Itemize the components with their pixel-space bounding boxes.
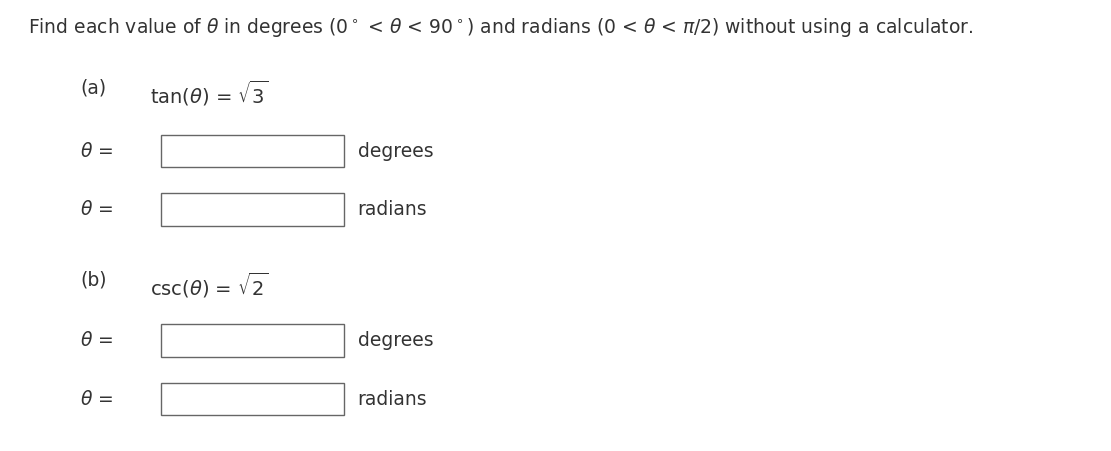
Text: Find each value of $\theta$ in degrees (0$^\circ$ < $\theta$ < 90$^\circ$) and r: Find each value of $\theta$ in degrees (… bbox=[28, 16, 973, 39]
FancyBboxPatch shape bbox=[161, 193, 344, 226]
Text: radians: radians bbox=[358, 390, 428, 409]
Text: $\theta$ =: $\theta$ = bbox=[80, 142, 113, 161]
Text: $\theta$ =: $\theta$ = bbox=[80, 390, 113, 409]
FancyBboxPatch shape bbox=[161, 324, 344, 357]
Text: (b): (b) bbox=[80, 271, 107, 290]
FancyBboxPatch shape bbox=[161, 383, 344, 415]
Text: tan($\theta$) = $\sqrt{3}$: tan($\theta$) = $\sqrt{3}$ bbox=[150, 79, 269, 108]
Text: csc($\theta$) = $\sqrt{2}$: csc($\theta$) = $\sqrt{2}$ bbox=[150, 271, 268, 300]
Text: (a): (a) bbox=[80, 79, 107, 98]
Text: radians: radians bbox=[358, 200, 428, 219]
Text: degrees: degrees bbox=[358, 331, 433, 350]
FancyBboxPatch shape bbox=[161, 135, 344, 167]
Text: $\theta$ =: $\theta$ = bbox=[80, 200, 113, 219]
Text: $\theta$ =: $\theta$ = bbox=[80, 331, 113, 350]
Text: degrees: degrees bbox=[358, 142, 433, 161]
